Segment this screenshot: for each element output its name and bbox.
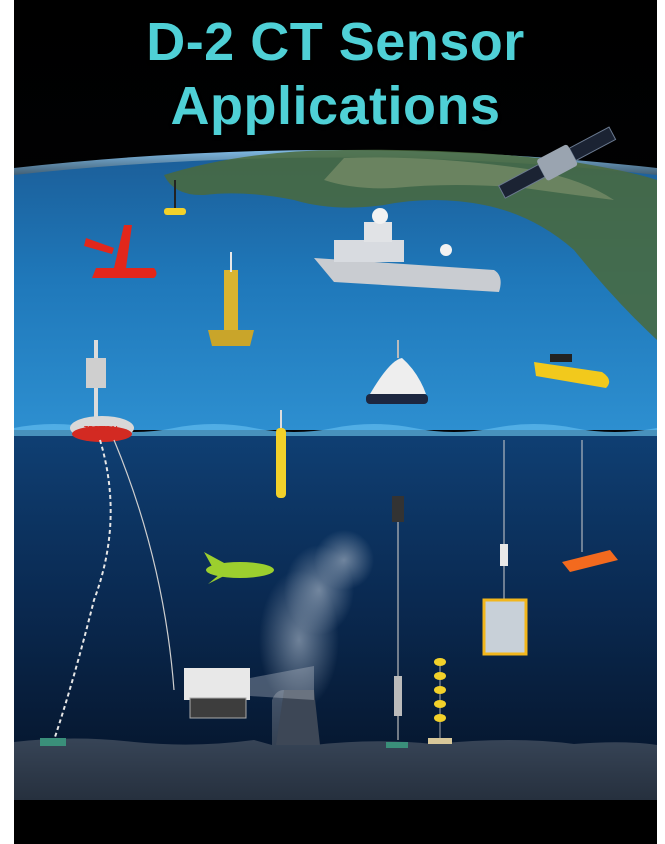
rov-icon xyxy=(184,666,314,719)
navigation-buoy-icon xyxy=(366,340,428,404)
seafloor xyxy=(14,690,657,800)
title-line-2: Applications xyxy=(170,76,501,136)
satellite-icon xyxy=(497,126,617,199)
title-line-1: D-2 CT Sensor xyxy=(146,12,525,72)
wave-glider-icon xyxy=(164,180,186,215)
profiling-float-icon xyxy=(276,410,286,498)
mooring-buoy-icon xyxy=(208,252,254,346)
ctd-rosette-icon xyxy=(482,440,528,656)
poster-artwork: TROPICAL xyxy=(14,0,657,844)
sail-drone-icon xyxy=(84,225,157,278)
ctd-profiler-icon xyxy=(386,496,408,748)
research-ship-icon xyxy=(314,208,501,292)
poster-title: D-2 CT Sensor Applications xyxy=(14,10,657,138)
glider-icon xyxy=(204,552,274,584)
tropical-buoy-icon: TROPICAL xyxy=(40,340,175,746)
hydrothermal-vent-icon xyxy=(259,530,374,745)
landmass xyxy=(164,149,657,340)
orange-sensor-icon xyxy=(562,440,618,572)
ocean-scene-illustration: TROPICAL xyxy=(14,0,657,844)
tropical-buoy-label: TROPICAL xyxy=(84,426,121,433)
float-string-icon xyxy=(428,658,452,744)
earth-horizon xyxy=(14,149,657,440)
surface-vehicle-icon xyxy=(534,354,610,388)
